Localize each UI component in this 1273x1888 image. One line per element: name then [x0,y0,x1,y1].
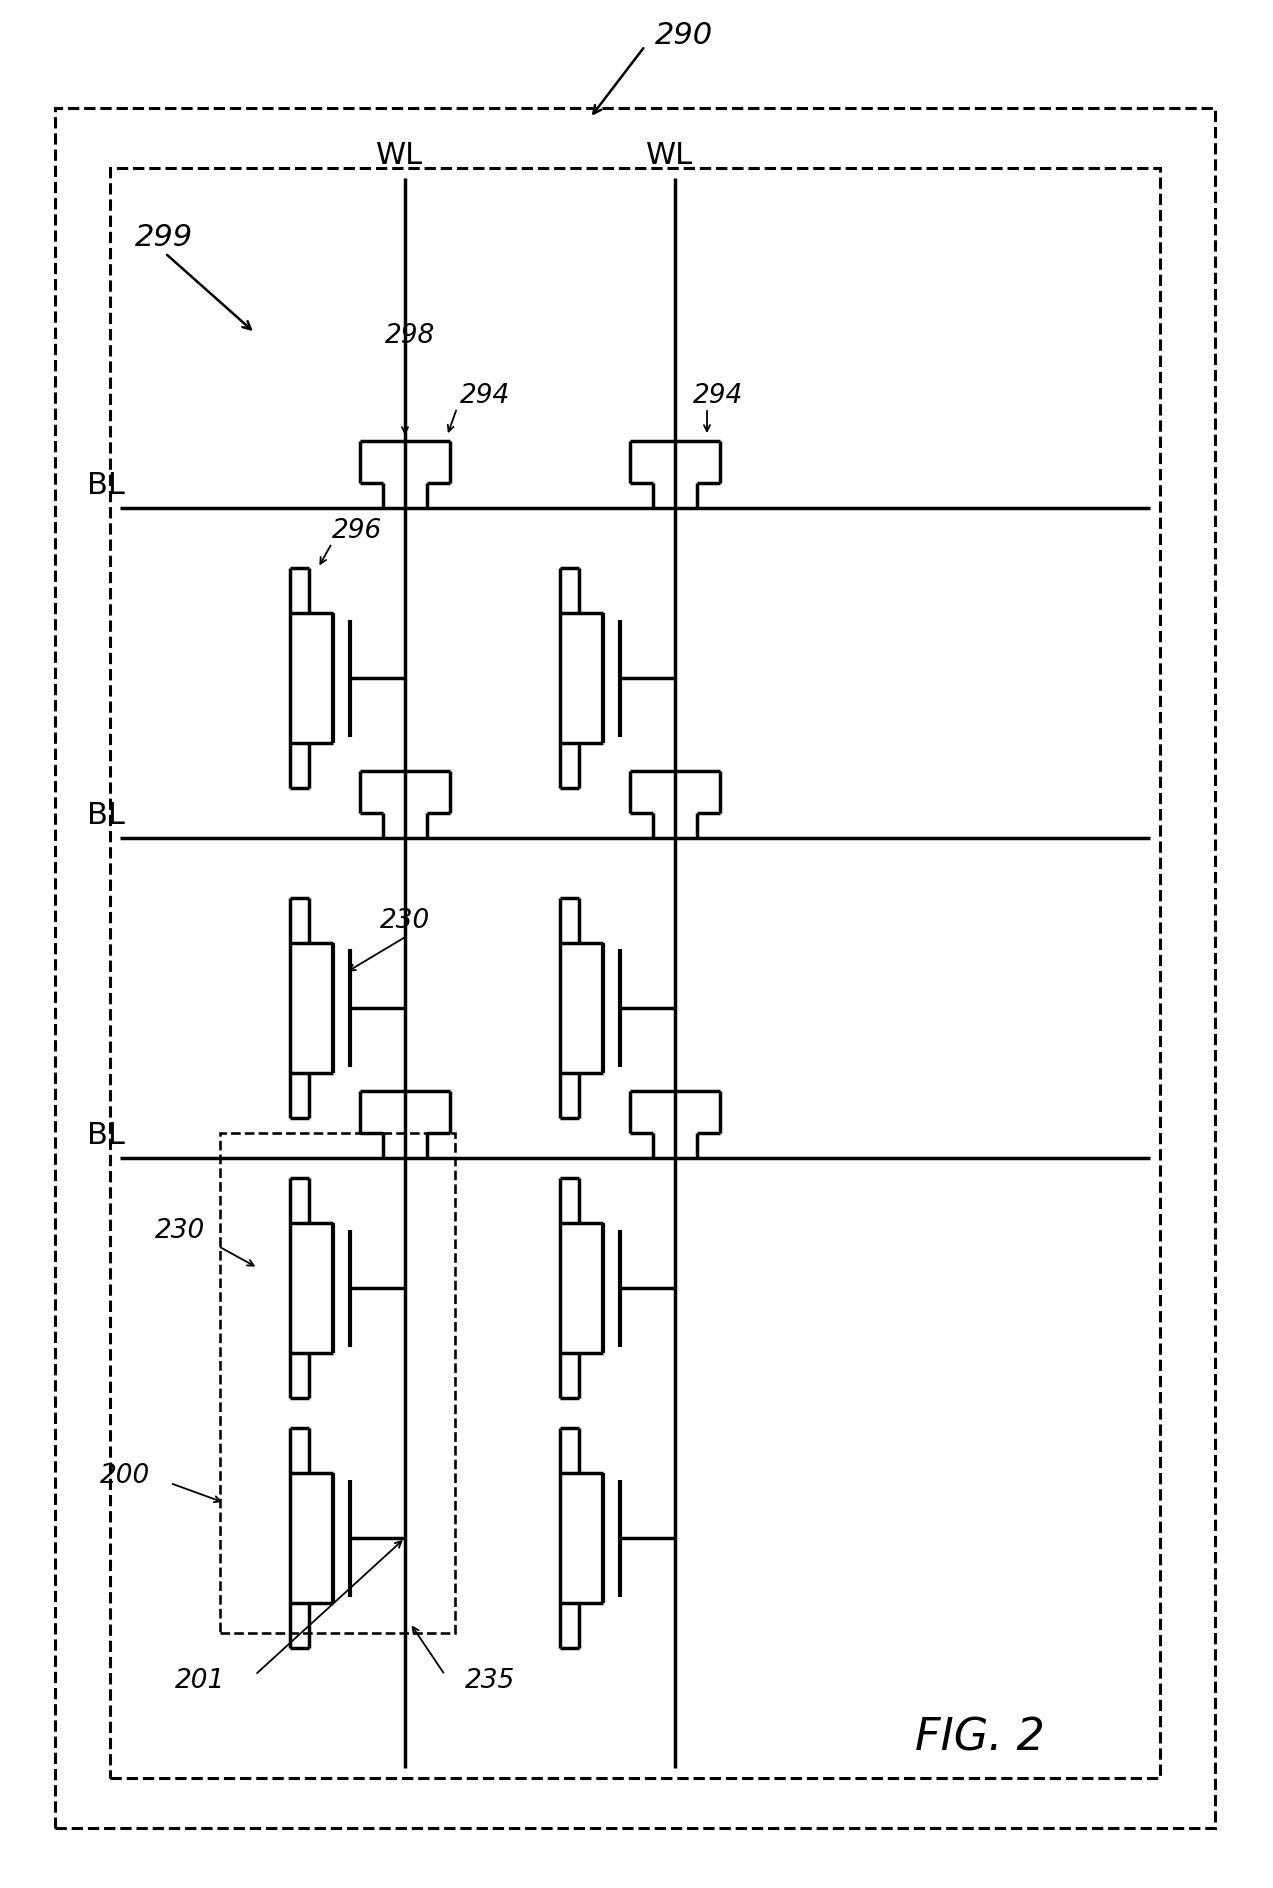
Bar [220,1133,454,1633]
Text: 299: 299 [135,223,193,253]
Text: 230: 230 [381,908,430,935]
Text: BL: BL [87,470,125,500]
Text: WL: WL [377,142,424,170]
Text: 200: 200 [99,1463,150,1490]
Text: 201: 201 [174,1667,225,1694]
Text: 290: 290 [656,21,713,51]
Text: BL: BL [87,1121,125,1150]
Text: FIG. 2: FIG. 2 [915,1716,1045,1760]
Bar [109,168,1160,1778]
Text: 298: 298 [384,323,435,349]
Text: 230: 230 [155,1218,205,1244]
Text: 294: 294 [460,383,510,410]
Text: WL: WL [647,142,694,170]
Text: 296: 296 [332,517,382,544]
Text: 294: 294 [693,383,743,410]
Text: 235: 235 [465,1667,516,1694]
Text: BL: BL [87,801,125,831]
